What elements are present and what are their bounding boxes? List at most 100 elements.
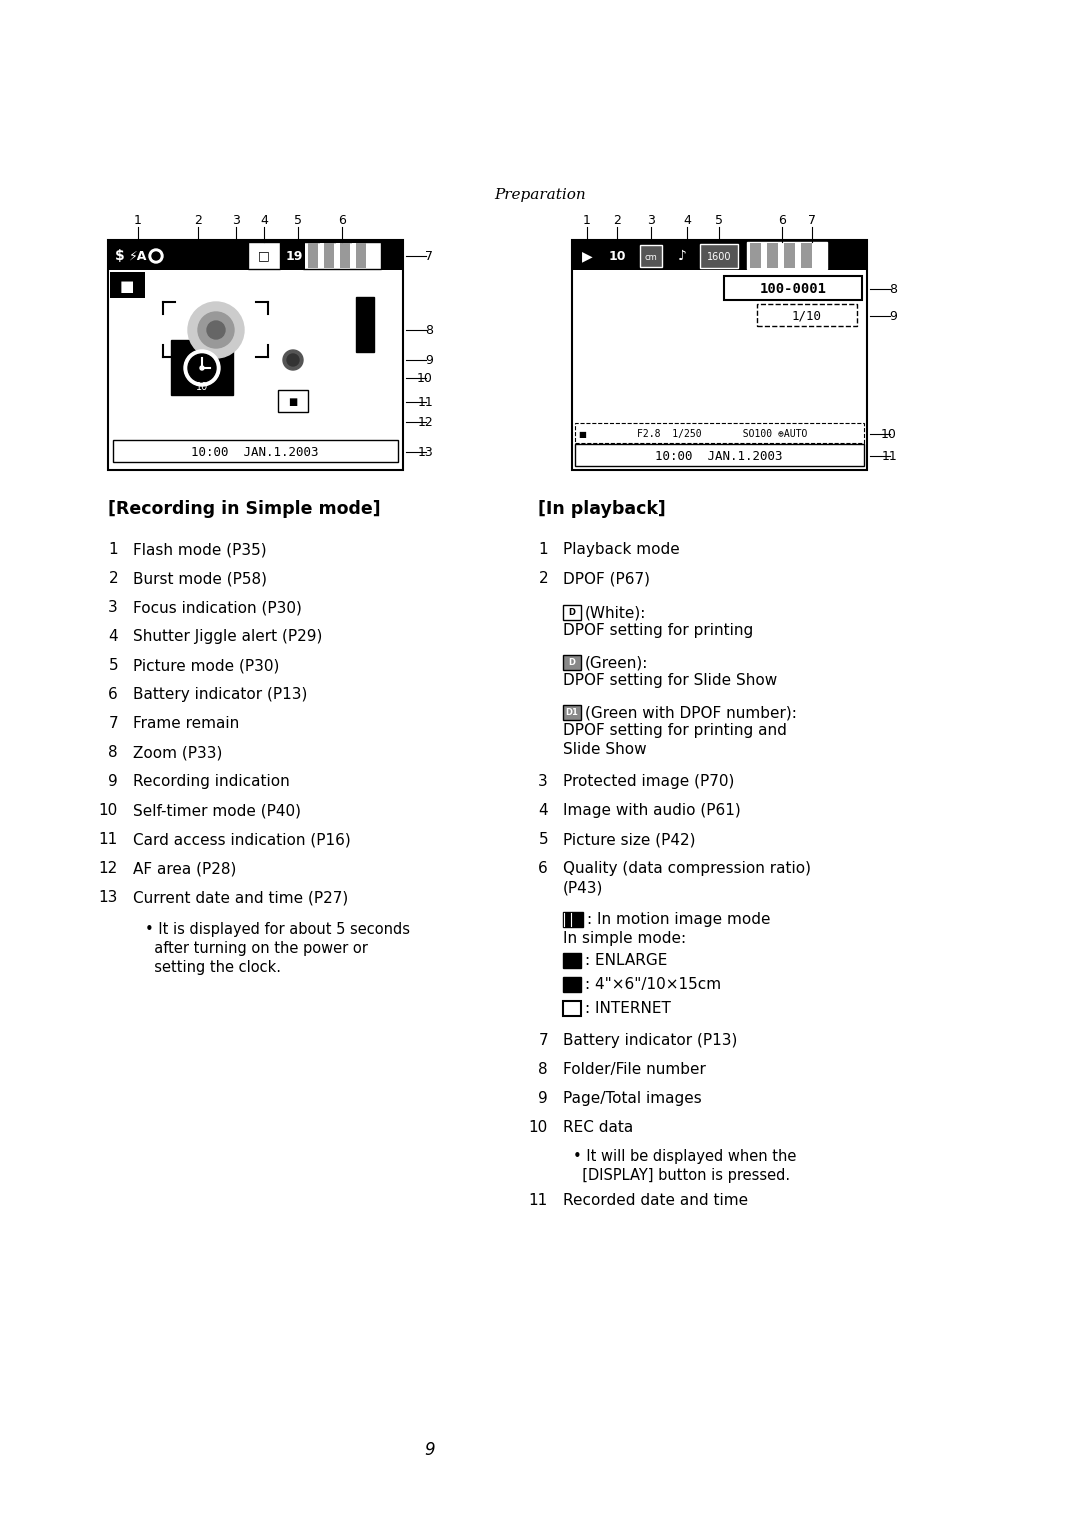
Text: 9: 9 (889, 310, 897, 322)
Text: 6: 6 (108, 687, 118, 702)
Text: 5: 5 (294, 214, 302, 226)
Text: 3: 3 (647, 214, 654, 226)
Text: 10: 10 (608, 249, 625, 262)
Bar (110, 243, 168, 269)
Text: • It will be displayed when the: • It will be displayed when the (573, 1149, 796, 1164)
Text: 10: 10 (529, 1120, 548, 1135)
Text: Battery indicator (P13): Battery indicator (P13) (563, 1033, 738, 1048)
Text: ■: ■ (288, 397, 298, 407)
Text: D: D (568, 607, 576, 617)
Text: Self-timer mode (P40): Self-timer mode (P40) (133, 803, 301, 818)
Text: 13: 13 (98, 890, 118, 905)
Text: DPOF setting for printing: DPOF setting for printing (563, 623, 753, 638)
Text: Focus indication (P30): Focus indication (P30) (133, 600, 302, 615)
Text: DPOF setting for printing and: DPOF setting for printing and (563, 723, 787, 739)
Bar (573, 243, 600, 269)
Text: 100-0001: 100-0001 (759, 282, 826, 296)
Text: REC data: REC data (563, 1120, 633, 1135)
Text: 10: 10 (881, 427, 897, 441)
Bar (757, 304, 858, 327)
Text: ▶: ▶ (582, 249, 592, 262)
Bar (563, 1001, 581, 1016)
Bar (563, 954, 581, 967)
Bar (563, 655, 581, 670)
Text: 3: 3 (108, 600, 118, 615)
Circle shape (184, 349, 220, 386)
Text: ⚡A: ⚡A (129, 249, 147, 262)
Text: Current date and time (P27): Current date and time (P27) (133, 890, 348, 905)
Text: 2: 2 (194, 214, 202, 226)
Text: [In playback]: [In playback] (538, 501, 665, 517)
Text: [DISPLAY] button is pressed.: [DISPLAY] button is pressed. (573, 1167, 791, 1183)
Text: 6: 6 (338, 214, 346, 226)
Bar (356, 298, 374, 353)
Text: Slide Show: Slide Show (563, 742, 647, 757)
Text: 7: 7 (538, 1033, 548, 1048)
Bar (575, 444, 864, 465)
Text: 3: 3 (232, 214, 240, 226)
Bar (575, 423, 864, 443)
Text: 7: 7 (108, 716, 118, 731)
Bar (336, 243, 340, 269)
Text: Zoom (P33): Zoom (P33) (133, 745, 222, 760)
Text: Burst mode (P58): Burst mode (P58) (133, 571, 267, 586)
Text: 19: 19 (285, 249, 302, 262)
Text: 11: 11 (529, 1193, 548, 1209)
Text: 10: 10 (417, 371, 433, 385)
Circle shape (152, 252, 160, 259)
Bar (171, 340, 233, 395)
Bar (110, 272, 145, 298)
Text: 4: 4 (260, 214, 268, 226)
Text: ■: ■ (578, 429, 586, 438)
Bar (801, 243, 812, 269)
Text: 1: 1 (538, 542, 548, 557)
Bar (563, 604, 581, 620)
Text: 5: 5 (715, 214, 723, 226)
Text: T: T (362, 327, 368, 337)
Text: 10:00  JAN.1.2003: 10:00 JAN.1.2003 (656, 450, 783, 462)
Text: DPOF setting for Slide Show: DPOF setting for Slide Show (563, 673, 778, 688)
Text: Folder/File number: Folder/File number (563, 1062, 706, 1077)
Text: □: □ (258, 249, 270, 262)
Bar (724, 276, 862, 301)
Circle shape (198, 311, 234, 348)
Circle shape (200, 366, 204, 369)
Text: 10: 10 (98, 803, 118, 818)
Circle shape (287, 354, 299, 366)
Text: : 4"×6"/10×15cm: : 4"×6"/10×15cm (585, 977, 721, 992)
Bar (563, 913, 583, 926)
Text: 8: 8 (889, 282, 897, 296)
Text: 1: 1 (134, 214, 141, 226)
Text: Shutter Jiggle alert (P29): Shutter Jiggle alert (P29) (133, 629, 322, 644)
Text: • It is displayed for about 5 seconds: • It is displayed for about 5 seconds (145, 922, 410, 937)
Text: 10:00  JAN.1.2003: 10:00 JAN.1.2003 (191, 446, 319, 458)
Text: : ENLARGE: : ENLARGE (585, 954, 667, 967)
Text: Battery indicator (P13): Battery indicator (P13) (133, 687, 308, 702)
Bar (780, 243, 784, 269)
Text: 12: 12 (98, 861, 118, 876)
Bar (283, 243, 305, 269)
Text: setting the clock.: setting the clock. (145, 960, 281, 975)
Text: 4: 4 (108, 629, 118, 644)
Bar (324, 243, 334, 269)
Text: Recording indication: Recording indication (133, 774, 289, 789)
Text: 6: 6 (778, 214, 786, 226)
Text: (White):: (White): (585, 604, 646, 620)
Text: 6: 6 (538, 861, 548, 876)
Bar (797, 243, 801, 269)
Bar (108, 240, 403, 270)
Bar (248, 243, 280, 269)
Bar (700, 244, 738, 269)
Text: Quality (data compression ratio): Quality (data compression ratio) (563, 861, 811, 876)
Text: 10: 10 (195, 382, 208, 392)
Circle shape (188, 302, 244, 359)
Bar (320, 243, 324, 269)
Text: 7: 7 (426, 249, 433, 262)
Bar (356, 243, 366, 269)
Text: : In motion image mode: : In motion image mode (588, 913, 770, 926)
Bar (340, 243, 350, 269)
Text: 8: 8 (426, 324, 433, 337)
Bar (563, 977, 581, 992)
Text: 11: 11 (881, 450, 897, 462)
Bar (762, 243, 767, 269)
